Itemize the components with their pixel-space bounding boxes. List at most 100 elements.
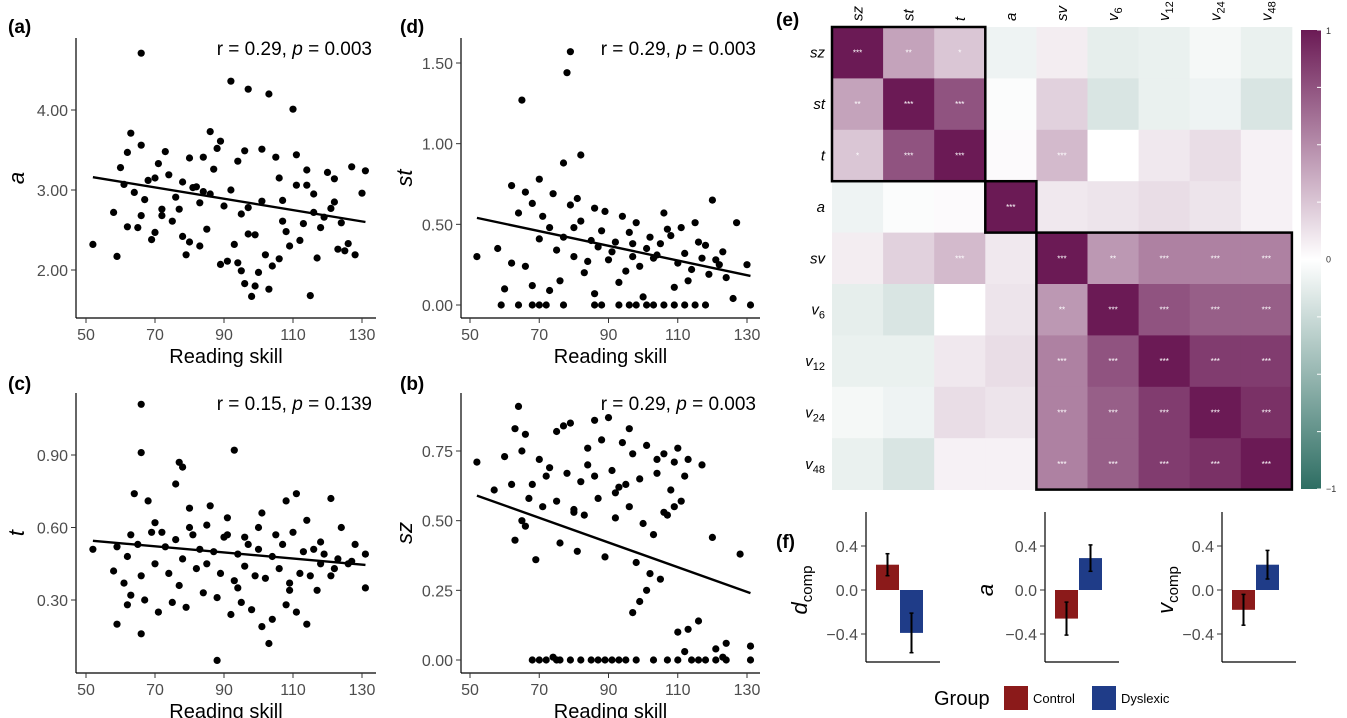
- data-point: [213, 594, 221, 602]
- heatmap-cell: [832, 181, 884, 233]
- heatmap-cell: [883, 78, 935, 131]
- data-point: [649, 531, 658, 539]
- x-tick-label: 110: [280, 682, 306, 699]
- y-axis-label-base: d: [787, 601, 812, 614]
- data-point: [591, 290, 599, 298]
- data-point: [244, 540, 252, 549]
- heatmap-cell: [1087, 284, 1139, 336]
- data-point: [674, 444, 682, 452]
- row-label-sub: 48: [813, 464, 825, 476]
- data-point: [674, 656, 682, 664]
- data-point: [303, 166, 311, 174]
- data-point: [303, 181, 311, 189]
- data-point: [553, 246, 561, 254]
- heatmap-cell: [1036, 232, 1088, 285]
- data-point: [265, 90, 273, 98]
- heatmap-cell: [1036, 181, 1088, 233]
- regression-line: [92, 539, 366, 567]
- data-point: [306, 292, 314, 300]
- data-point: [244, 85, 252, 93]
- regression-line: [476, 216, 751, 278]
- annotation-p-value: = 0.003: [687, 394, 756, 415]
- data-point: [632, 219, 640, 227]
- data-point: [587, 656, 595, 664]
- data-point: [120, 579, 128, 587]
- data-point: [237, 598, 245, 607]
- column-label: a: [1003, 13, 1020, 21]
- data-point: [206, 128, 214, 136]
- data-point: [601, 553, 609, 561]
- data-point: [691, 219, 699, 227]
- significance-stars: ***: [1057, 409, 1066, 418]
- data-point: [521, 430, 530, 438]
- y-axis-label: vcomp: [1153, 566, 1182, 614]
- heatmap-cell: [1189, 335, 1242, 388]
- legend-label-dyslexic: Dyslexic: [1121, 691, 1170, 706]
- data-point: [137, 400, 145, 408]
- significance-stars: ***: [1108, 306, 1117, 315]
- data-point: [248, 606, 256, 614]
- panel-label: (f): [776, 532, 795, 553]
- data-point: [306, 572, 314, 580]
- significance-stars: ***: [1108, 357, 1117, 366]
- data-point: [490, 486, 498, 494]
- data-point: [137, 212, 145, 220]
- data-point: [691, 301, 699, 309]
- data-point: [688, 265, 696, 274]
- cluster-outline: [984, 179, 1038, 234]
- correlation-annotation: r = 0.29, p = 0.003: [601, 39, 756, 60]
- data-point: [337, 219, 345, 227]
- column-label: st: [901, 9, 918, 22]
- data-point: [89, 545, 97, 553]
- data-point: [258, 623, 266, 631]
- data-point: [327, 204, 335, 212]
- y-tick-label: 3.00: [37, 183, 68, 200]
- row-label: sv: [810, 250, 827, 267]
- x-tick-label: 50: [77, 682, 95, 699]
- x-axis-label: Reading skill: [169, 701, 282, 718]
- data-point: [681, 472, 689, 480]
- data-point: [286, 579, 294, 587]
- data-point: [559, 301, 568, 309]
- heatmap-cell: [985, 232, 1037, 285]
- data-point: [563, 469, 571, 477]
- y-tick-label: 0.90: [37, 448, 68, 465]
- y-tick-label: 0.75: [422, 444, 453, 461]
- data-point: [296, 236, 304, 244]
- data-point: [148, 528, 156, 536]
- y-tick-label: 0.00: [422, 653, 453, 670]
- data-point: [553, 497, 561, 505]
- data-point: [670, 458, 678, 466]
- heatmap-cell: [1087, 27, 1139, 79]
- y-axis-label-sub: comp: [1165, 566, 1182, 603]
- x-tick-label: 50: [461, 327, 479, 344]
- significance-stars: ***: [1006, 203, 1015, 212]
- data-point: [622, 656, 630, 664]
- heatmap-cell: [1036, 27, 1088, 79]
- data-point: [251, 231, 259, 239]
- x-tick-label: 90: [215, 327, 233, 344]
- data-point: [598, 436, 606, 444]
- data-point: [573, 547, 581, 555]
- data-point: [258, 509, 266, 517]
- data-point: [649, 301, 658, 309]
- data-point: [701, 656, 710, 664]
- data-point: [251, 282, 259, 290]
- data-point: [684, 625, 692, 633]
- significance-stars: ***: [1159, 460, 1168, 469]
- y-tick-label: −0.4: [826, 627, 858, 644]
- colorbar-tick-label: −1: [1326, 484, 1336, 494]
- data-point: [158, 528, 166, 536]
- data-point: [577, 656, 585, 664]
- data-point: [625, 425, 633, 433]
- row-label: v24: [805, 405, 825, 425]
- data-point: [320, 550, 328, 558]
- data-point: [688, 656, 696, 664]
- data-point: [508, 259, 516, 267]
- data-point: [254, 545, 263, 553]
- annotation-p-value: = 0.003: [303, 39, 372, 60]
- data-point: [151, 560, 159, 568]
- data-point: [251, 572, 259, 580]
- data-point: [535, 656, 543, 664]
- x-tick-label: 50: [461, 682, 479, 699]
